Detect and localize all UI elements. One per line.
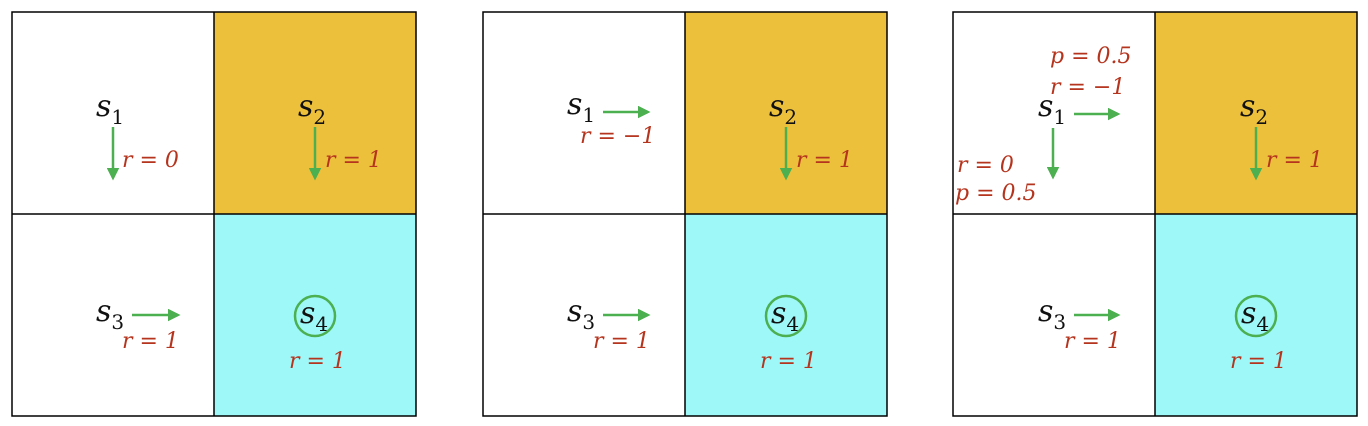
reward-down-s1: r = 0	[957, 153, 1014, 178]
probability-down-s1: p = 0.5	[955, 181, 1037, 206]
state-s4: s4	[1241, 296, 1269, 336]
state-s3: s3	[567, 294, 595, 334]
reward-s3: r = 1	[593, 329, 650, 354]
probability-right-s1: p = 0.5	[1050, 44, 1132, 69]
state-s2: s2	[298, 89, 326, 129]
goal-circle	[293, 294, 337, 338]
cell-s3	[953, 214, 1155, 416]
cell-s4-goal	[214, 214, 416, 416]
cell-s1	[953, 12, 1155, 214]
reward-s4: r = 1	[1230, 349, 1287, 374]
state-s3: s3	[1038, 294, 1066, 334]
reward-s4: r = 1	[760, 349, 817, 374]
state-s4: s4	[771, 296, 799, 336]
cell-s1	[483, 12, 685, 214]
reward-s4: r = 1	[289, 349, 346, 374]
reward-s2: r = 1	[796, 148, 853, 173]
reward-s1: r = −1	[580, 124, 655, 149]
reward-s2: r = 1	[1266, 148, 1323, 173]
cell-s4-goal	[685, 214, 887, 416]
panel-2: s1 s2 s3 s4 r = −1 r = 1 r = 1 r = 1	[482, 11, 888, 417]
state-s2: s2	[769, 89, 797, 129]
goal-circle	[1234, 294, 1278, 338]
reward-s3: r = 1	[1064, 329, 1121, 354]
reward-s2: r = 1	[325, 148, 382, 173]
state-s4: s4	[300, 296, 328, 336]
panel-3: s1 s2 s3 s4 p = 0.5 r = −1 r = 0 p = 0.5…	[952, 11, 1358, 417]
reward-right-s1: r = −1	[1050, 75, 1125, 100]
goal-circle	[764, 294, 808, 338]
state-s1: s1	[1038, 89, 1066, 129]
state-s2: s2	[1240, 89, 1268, 129]
cell-s4-goal	[1155, 214, 1357, 416]
reward-s3: r = 1	[122, 329, 179, 354]
state-s1: s1	[567, 87, 595, 127]
cell-s3	[483, 214, 685, 416]
state-s1: s1	[96, 89, 124, 129]
panel-1: s1 s2 s3 s4 r = 0 r = 1 r = 1 r = 1	[11, 11, 417, 417]
reward-s1: r = 0	[122, 148, 179, 173]
state-s3: s3	[96, 294, 124, 334]
